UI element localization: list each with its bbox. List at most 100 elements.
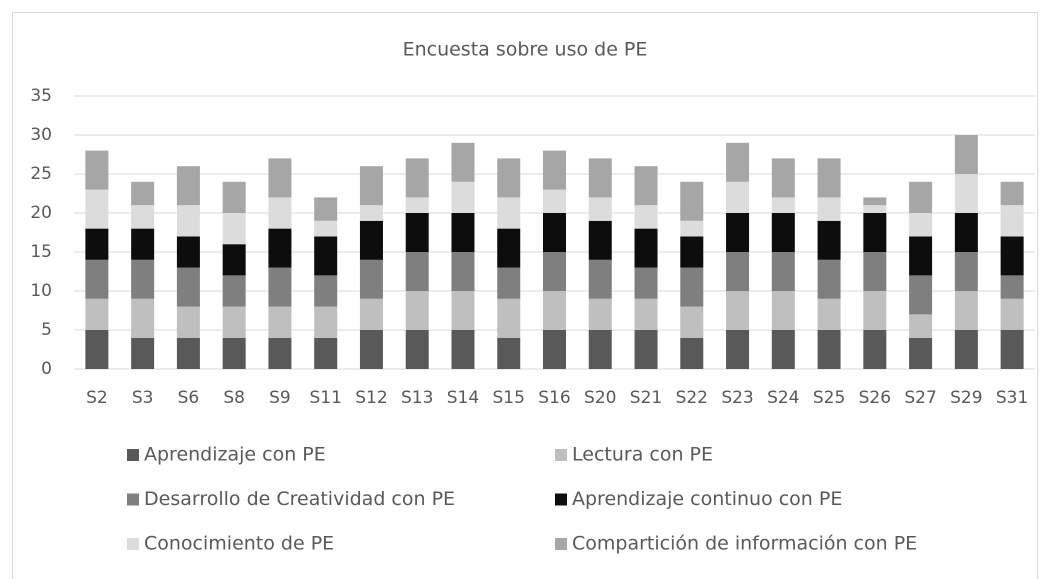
bar-segment <box>85 298 109 330</box>
y-tick-label: 25 <box>30 164 52 184</box>
y-tick-label: 5 <box>41 320 52 340</box>
x-tick-label: S21 <box>630 388 662 408</box>
x-tick-label: S26 <box>859 388 891 408</box>
x-tick-label: S22 <box>676 388 708 408</box>
bar-segment <box>863 291 887 330</box>
bar-segment <box>131 181 155 206</box>
bar-segment <box>359 259 383 299</box>
bar-segment <box>1000 205 1024 237</box>
bar-segment <box>85 228 109 260</box>
bar-segment <box>543 213 566 252</box>
bar-segment <box>863 330 887 369</box>
bar-segment <box>451 291 475 330</box>
x-tick-label: S29 <box>950 388 982 408</box>
bar-segment <box>451 252 475 291</box>
x-tick-label: S24 <box>767 388 799 408</box>
bar-segment <box>817 158 841 198</box>
bar-segment <box>863 252 887 291</box>
bar-segment <box>131 298 155 338</box>
x-tick-label: S11 <box>309 388 341 408</box>
bar-segment <box>451 330 475 369</box>
bar-segment <box>726 252 750 291</box>
bar-segment <box>1000 181 1024 206</box>
bar-segment <box>680 220 704 237</box>
bar-segment <box>543 291 566 330</box>
chart-title: Encuesta sobre uso de PE <box>403 39 648 61</box>
bar-segment <box>176 306 200 338</box>
bar-segment <box>405 291 429 330</box>
bar-segment <box>771 330 795 369</box>
bar-segment <box>268 267 292 307</box>
bar-segment <box>771 213 795 252</box>
bar-segment <box>954 291 978 330</box>
bar-segment <box>131 228 155 260</box>
bar-segment <box>863 197 887 206</box>
bar-segment <box>909 181 933 213</box>
bar-segment <box>268 197 292 229</box>
bar-segment <box>359 166 383 206</box>
bar-segment <box>954 252 978 291</box>
bar-segment <box>543 150 566 190</box>
bar-segment <box>85 150 109 190</box>
bar-segment <box>314 337 338 369</box>
bar-segment <box>176 236 200 268</box>
bar-segment <box>85 259 109 299</box>
bar-segment <box>1000 330 1024 369</box>
bar-segment <box>909 213 933 237</box>
bar-segment <box>176 166 200 206</box>
bar-segment <box>268 158 292 198</box>
legend-label: Desarrollo de Creatividad con PE <box>144 488 455 510</box>
bar-segment <box>176 337 200 369</box>
x-tick-label: S8 <box>223 388 245 408</box>
bar-segment <box>726 142 750 182</box>
bar-segment <box>817 330 841 369</box>
bar-segment <box>863 205 887 213</box>
bar-segment <box>314 197 338 221</box>
y-tick-label: 35 <box>30 86 52 106</box>
legend-swatch <box>555 538 567 550</box>
bar-segment <box>268 228 292 268</box>
bar-segment <box>222 181 246 213</box>
bar-segment <box>863 213 887 252</box>
y-tick-label: 20 <box>30 203 52 223</box>
bar-segment <box>954 174 978 213</box>
bar-segment <box>634 267 658 299</box>
x-tick-label: S15 <box>493 388 525 408</box>
bar-segment <box>680 181 704 221</box>
bar-segment <box>222 337 246 369</box>
bar-segment <box>954 213 978 252</box>
bar-segment <box>222 213 246 245</box>
bar-segment <box>497 267 521 299</box>
bar-segment <box>954 135 978 174</box>
bar-segment <box>1000 298 1024 330</box>
legend-label: Aprendizaje con PE <box>144 444 326 466</box>
bar-segment <box>588 298 612 330</box>
bar-segment <box>314 236 338 276</box>
bar-segment <box>909 337 933 369</box>
bar-segment <box>817 197 841 221</box>
y-tick-label: 15 <box>30 242 52 262</box>
legend-swatch <box>555 493 567 506</box>
bar-segment <box>909 314 933 338</box>
x-tick-label: S6 <box>178 388 200 408</box>
bar-segment <box>588 220 612 260</box>
bar-segment <box>176 205 200 237</box>
bar-segment <box>909 236 933 276</box>
bar-segment <box>131 205 155 229</box>
legend-label: Lectura con PE <box>572 444 713 466</box>
bar-segment <box>954 330 978 369</box>
bar-segment <box>359 220 383 260</box>
x-tick-label: S20 <box>584 388 616 408</box>
bar-segment <box>314 275 338 307</box>
bar-segment <box>634 166 658 206</box>
bar-segment <box>634 205 658 229</box>
bar-segment <box>85 330 109 369</box>
x-tick-label: S25 <box>813 388 845 408</box>
legend-swatch <box>555 449 567 461</box>
bar-segment <box>726 330 750 369</box>
x-tick-label: S2 <box>86 388 108 408</box>
bar-segment <box>680 306 704 338</box>
x-tick-label: S13 <box>401 388 433 408</box>
bar-segment <box>543 189 566 213</box>
